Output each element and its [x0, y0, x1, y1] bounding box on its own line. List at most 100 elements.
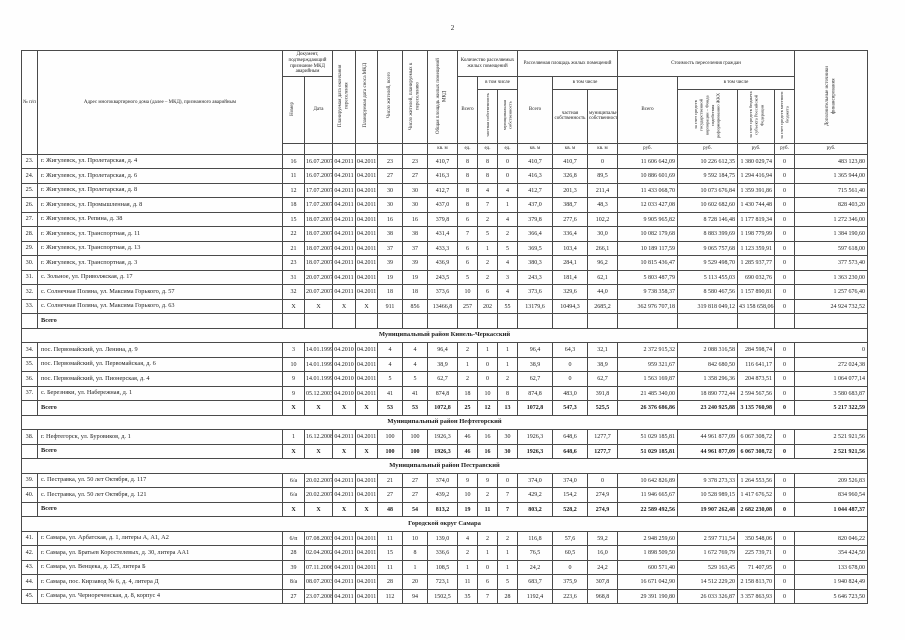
table-cell: X [332, 400, 356, 416]
table-cell: 11 [282, 168, 305, 184]
total-label: Всего [37, 501, 283, 518]
table-cell: 369,5 [517, 240, 553, 257]
col-header-area-municipal: муниципальная собственность [587, 89, 618, 144]
table-cell: 416,3 [427, 168, 458, 184]
table-cell: 04.2011 [355, 226, 378, 242]
table-cell: 0 [774, 472, 795, 489]
table-cell: 1 [282, 429, 305, 445]
table-cell: 13 [497, 400, 518, 416]
table-cell: 6 067 308,72 [737, 429, 775, 445]
unit-label-sqm: кв. м [427, 142, 458, 155]
col-header-units-private: частная собственность [477, 89, 498, 144]
table-row: 41. г. Самара, ул. Арбатская, д. 1, литер… [21, 530, 868, 547]
table-cell: 0 [774, 342, 795, 358]
table-cell: 51 029 185,81 [617, 443, 678, 460]
table-cell: 64,3 [552, 342, 588, 358]
row-number: 33. [21, 298, 38, 315]
table-cell: 9 905 965,82 [617, 211, 678, 228]
table-cell: 968,8 [587, 588, 618, 605]
table-cell: 96,2 [587, 255, 618, 271]
unit-label-ed: ед. [497, 142, 518, 155]
table-cell: 10 [402, 530, 428, 547]
residents-total-label: Число жителей, всего [386, 72, 392, 119]
table-cell: 0 [774, 400, 795, 416]
table-cell: 2 [497, 371, 518, 387]
table-cell: 04.2011 [355, 197, 378, 213]
table-cell: 1926,3 [517, 443, 553, 460]
table-cell: 14.01.1999 [304, 371, 333, 387]
table-cell: 27 [377, 168, 403, 184]
table-cell: 20.02.2007 [304, 472, 333, 489]
total-area-label: Общая площадь жилых помещений МКД [436, 57, 448, 134]
table-cell: 483 123,80 [794, 153, 868, 170]
table-cell: 11 [457, 574, 478, 590]
table-cell: 715 561,40 [794, 182, 868, 199]
table-cell: 4 [402, 356, 428, 373]
col-header-units-municipal: муниципальная собственность [497, 89, 518, 144]
table-row: 44. г. Самара, пос. Кирзавод № 6, д. 4, л… [21, 574, 868, 590]
table-cell: 04.2011 [355, 182, 378, 199]
table-cell: 1 198 779,99 [737, 226, 775, 242]
table-cell: 100 [402, 443, 428, 460]
table-cell: 16 [377, 211, 403, 228]
table-cell [794, 313, 868, 329]
table-cell: 412,7 [517, 182, 553, 199]
table-cell: 525,5 [587, 400, 618, 416]
table-cell [497, 313, 518, 329]
table-cell: 54 [402, 501, 428, 518]
row-number: 41. [21, 530, 38, 547]
unit-label-rub: руб. [794, 142, 868, 155]
table-cell: 9 592 184,75 [677, 168, 738, 184]
units-private-label: частная собственность [484, 93, 490, 137]
table-cell: 1 [477, 342, 498, 358]
table-cell: 04.2010 [332, 371, 356, 387]
table-cell: 0 [774, 487, 795, 503]
table-cell: 139,0 [427, 530, 458, 547]
table-cell: 21 [282, 240, 305, 257]
row-address: г. Самара, ул. Чернореченская, д. 8, кор… [37, 588, 283, 605]
row-number: 28. [21, 226, 38, 242]
table-cell: 1277,7 [587, 443, 618, 460]
table-row: 42. г. Самара, ул. Братьев Коростелевых, … [21, 545, 868, 561]
table-cell: 10 815 436,47 [617, 255, 678, 271]
table-cell: 13466,8 [427, 298, 458, 315]
table-cell: 6 [457, 211, 478, 228]
row-address: г. Самара, пос. Кирзавод № 6, д. 4, лите… [37, 574, 283, 590]
table-cell: 1 [402, 559, 428, 576]
table-cell: 0 [497, 153, 518, 170]
table-cell: 6/п [282, 530, 305, 547]
table-cell: 24,2 [587, 559, 618, 576]
table-cell: 223,6 [552, 588, 588, 605]
col-header-residents-resettle: Число жителей, планируемых к переселению [402, 50, 428, 144]
table-cell [774, 313, 795, 329]
table-cell: 1 563 169,87 [617, 371, 678, 387]
table-cell: 04.2011 [332, 545, 356, 561]
row-number: 44. [21, 574, 38, 590]
table-cell: 04.2011 [355, 342, 378, 358]
table-cell: 38,9 [517, 356, 553, 373]
table-cell: X [355, 501, 378, 518]
table-cell: 20 [402, 574, 428, 590]
table-cell: 04.2011 [355, 385, 378, 402]
table-cell: 62,1 [587, 269, 618, 286]
col-header-area-incl: в том числе [552, 76, 618, 90]
table-row: 31. с. Зольное, ул. Приволжская, д. 17 31 2… [21, 269, 868, 286]
col-header-cost-region: за счет средств бюджета субъекта Российс… [737, 89, 775, 144]
table-cell: 0 [774, 182, 795, 199]
table-row: 43. г. Самара, ул. Венцека, д. 125, литер… [21, 559, 868, 576]
table-cell: 04.2011 [332, 530, 356, 547]
table-cell: 2 [457, 371, 478, 387]
table-cell: 416,3 [517, 168, 553, 184]
table-cell: 0 [552, 371, 588, 387]
table-cell: 5 803 487,79 [617, 269, 678, 286]
col-header-units-incl: в том числе [477, 76, 518, 90]
table-cell: 46 [457, 443, 478, 460]
table-cell: 7 [497, 501, 518, 518]
row-address: г. Самара, ул. Братьев Коростелевых, д. … [37, 545, 283, 561]
table-cell: 0 [774, 153, 795, 170]
row-number: 38. [21, 429, 38, 445]
table-cell: 4 [377, 342, 403, 358]
table-cell: 0 [774, 356, 795, 373]
